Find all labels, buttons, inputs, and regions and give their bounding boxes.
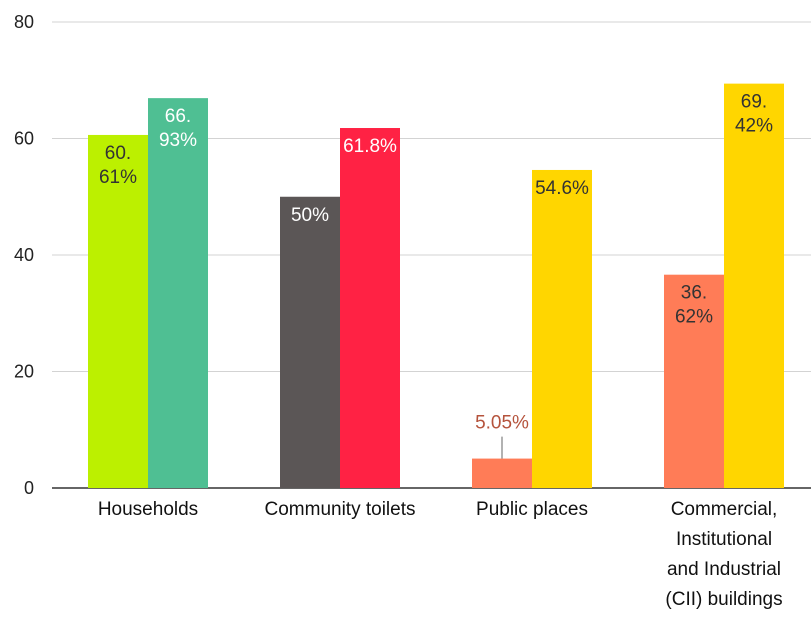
data-label-line: 50%: [291, 205, 329, 226]
data-label: 54.6%: [535, 178, 589, 199]
category-label: Commercial, Institutional and Industrial (C…: [665, 499, 782, 610]
category-label-line: Public places: [476, 499, 588, 520]
bar: [148, 98, 208, 488]
data-label: 50%: [291, 205, 329, 226]
category-label-line: Institutional: [676, 529, 772, 550]
data-label: 61.8%: [343, 136, 397, 157]
category-label: Community toilets: [265, 499, 416, 520]
data-label-line: 61.8%: [343, 136, 397, 157]
bar: [532, 169, 592, 488]
category-label: Public places: [476, 499, 588, 520]
bar: [472, 458, 532, 488]
bar: [664, 274, 724, 488]
y-tick-label: 0: [24, 478, 34, 498]
x-axis-categories: Households Community toilets Public places…: [98, 499, 783, 610]
data-label-line: 54.6%: [535, 178, 589, 199]
data-label-line: 66.: [165, 106, 191, 127]
category-label: Households: [98, 499, 198, 520]
data-label: 69. 42%: [735, 92, 773, 137]
data-label: 60. 61%: [99, 143, 137, 188]
bar: [88, 134, 148, 488]
data-label-line: 69.: [741, 92, 767, 113]
data-label-line: 61%: [99, 167, 137, 188]
data-label: 5.05%: [475, 413, 529, 434]
bar: [340, 128, 400, 488]
category-label-line: (CII) buildings: [665, 589, 782, 610]
data-labels: 60. 61%66. 93%50%61.8%5.05%54.6%36. 62%69. 4…: [99, 92, 773, 459]
data-label: 66. 93%: [159, 106, 197, 151]
data-label-line: 36.: [681, 283, 707, 304]
data-label: 36. 62%: [675, 283, 713, 328]
data-label-line: 42%: [735, 116, 773, 137]
y-tick-label: 60: [14, 129, 34, 149]
bars: [88, 83, 784, 488]
category-label-line: Households: [98, 499, 198, 520]
y-tick-label: 40: [14, 245, 34, 265]
category-label-line: Commercial,: [671, 499, 778, 520]
bar: [280, 196, 340, 488]
category-label-line: Community toilets: [265, 499, 416, 520]
data-label-line: 62%: [675, 307, 713, 328]
category-label-line: and Industrial: [667, 559, 781, 580]
y-tick-label: 80: [14, 12, 34, 32]
bar: [724, 83, 784, 488]
y-axis-ticks: 0 20 40 60 80: [14, 12, 34, 498]
data-label-line: 93%: [159, 130, 197, 151]
y-tick-label: 20: [14, 362, 34, 382]
data-label-line: 60.: [105, 143, 131, 164]
